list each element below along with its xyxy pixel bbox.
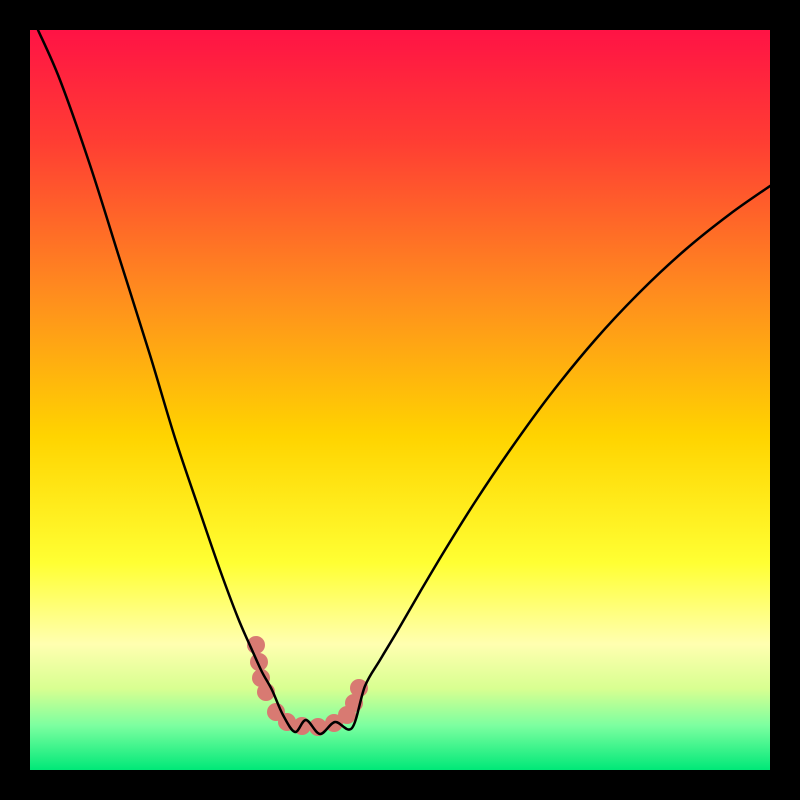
frame-border-right	[770, 0, 800, 800]
plot-svg	[30, 30, 770, 770]
frame-border-bottom	[0, 770, 800, 800]
gradient-background	[30, 30, 770, 770]
frame-border-top	[0, 0, 800, 30]
frame-border-left	[0, 0, 30, 800]
plot-area	[30, 30, 770, 770]
